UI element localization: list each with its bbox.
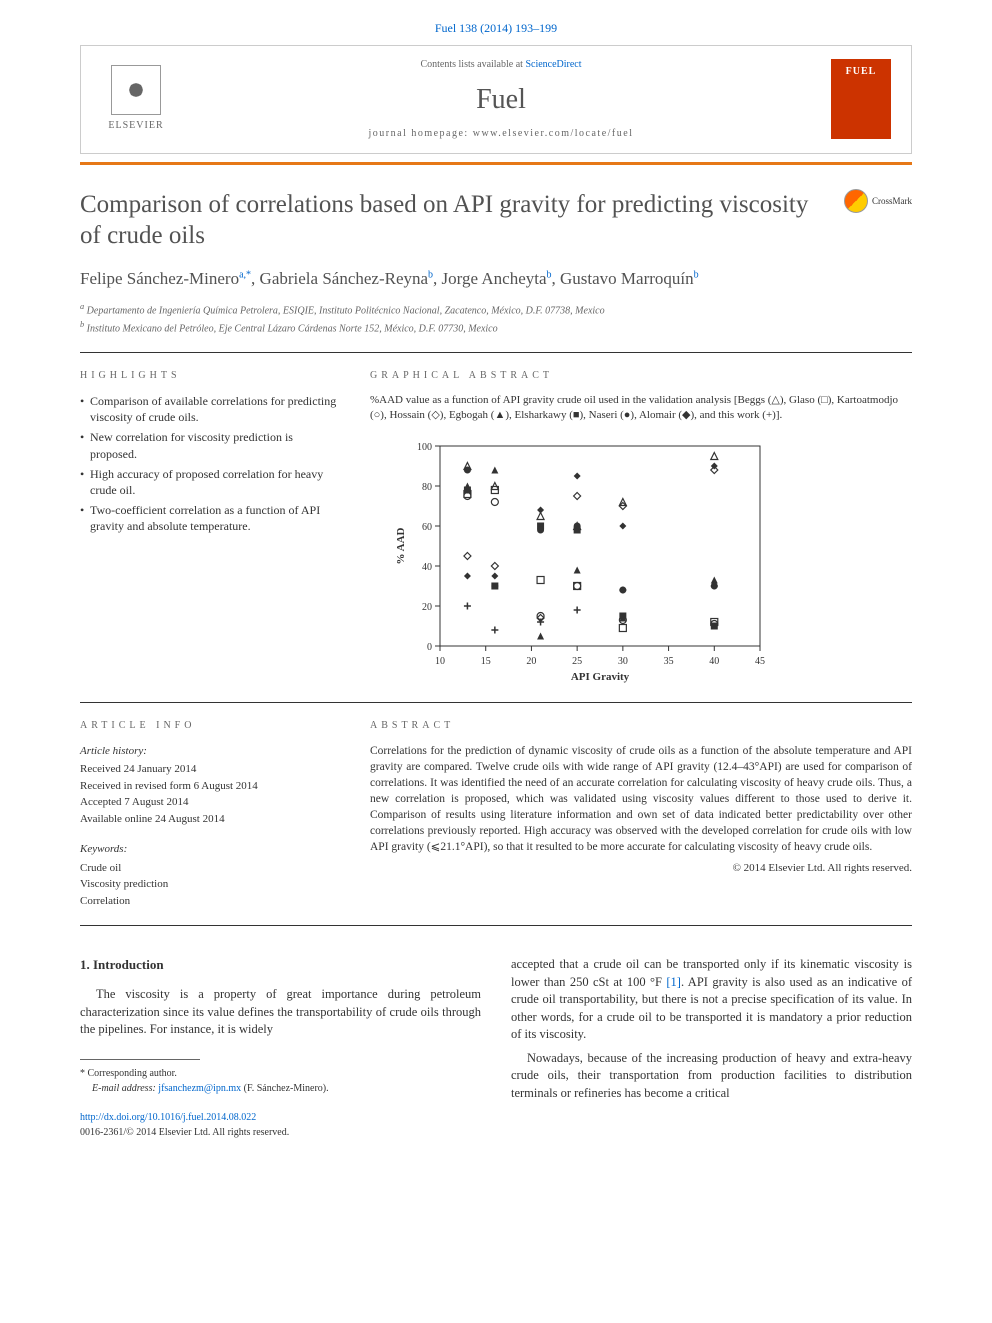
svg-text:20: 20 (422, 602, 432, 613)
email-label: E-mail address: (92, 1083, 158, 1094)
header-center: Contents lists available at ScienceDirec… (171, 58, 831, 141)
svg-text:30: 30 (618, 656, 628, 667)
homepage-url[interactable]: www.elsevier.com/locate/fuel (473, 128, 634, 139)
keyword: Crude oil (80, 860, 340, 877)
article-info-block: Article history: Received 24 January 201… (80, 743, 340, 910)
svg-text:40: 40 (422, 562, 432, 573)
online-date: Available online 24 August 2014 (80, 811, 340, 828)
footnote-block: * Corresponding author. E-mail address: … (80, 1066, 481, 1096)
citation-bar: Fuel 138 (2014) 193–199 (0, 0, 992, 45)
issn-line: 0016-2361/© 2014 Elsevier Ltd. All right… (80, 1127, 289, 1138)
affiliations: a Departamento de Ingeniería Química Pet… (80, 301, 912, 336)
email-name: (F. Sánchez-Minero). (241, 1083, 329, 1094)
footnote-divider (80, 1059, 200, 1060)
highlights-head: HIGHLIGHTS (80, 369, 340, 383)
elsevier-tree-icon (111, 65, 161, 115)
crossmark-label: CrossMark (872, 195, 912, 208)
journal-name: Fuel (171, 80, 831, 119)
svg-text:80: 80 (422, 482, 432, 493)
svg-text:60: 60 (422, 522, 432, 533)
journal-header: ELSEVIER Contents lists available at Sci… (80, 45, 912, 154)
elsevier-logo[interactable]: ELSEVIER (101, 59, 171, 139)
highlight-item: Comparison of available correlations for… (80, 393, 340, 425)
body-columns: 1. Introduction The viscosity is a prope… (80, 956, 912, 1140)
abstract-copyright: © 2014 Elsevier Ltd. All rights reserved… (370, 861, 912, 876)
abstract-head: ABSTRACT (370, 719, 912, 733)
sciencedirect-link[interactable]: ScienceDirect (525, 59, 581, 70)
introduction-head: 1. Introduction (80, 956, 481, 974)
svg-text:% AAD: % AAD (395, 527, 407, 564)
svg-text:15: 15 (481, 656, 491, 667)
doi-block: http://dx.doi.org/10.1016/j.fuel.2014.08… (80, 1110, 481, 1140)
email-link[interactable]: jfsanchezm@ipn.mx (158, 1083, 241, 1094)
highlight-item: New correlation for viscosity prediction… (80, 429, 340, 461)
crossmark-icon (844, 189, 868, 213)
body-col-left: 1. Introduction The viscosity is a prope… (80, 956, 481, 1140)
intro-p3: Nowadays, because of the increasing prod… (511, 1050, 912, 1103)
author-3[interactable]: Jorge Ancheyta (442, 269, 547, 288)
graphical-head: GRAPHICAL ABSTRACT (370, 369, 912, 383)
accepted-date: Accepted 7 August 2014 (80, 794, 340, 811)
highlights-graphical-row: HIGHLIGHTS Comparison of available corre… (80, 369, 912, 686)
svg-text:API Gravity: API Gravity (571, 671, 630, 683)
divider (80, 702, 912, 703)
svg-text:45: 45 (755, 656, 765, 667)
info-abstract-row: ARTICLE INFO Article history: Received 2… (80, 719, 912, 910)
author-4[interactable]: Gustavo Marroquín (560, 269, 694, 288)
svg-text:35: 35 (664, 656, 674, 667)
keyword: Correlation (80, 893, 340, 910)
intro-p1: The viscosity is a property of great imp… (80, 986, 481, 1039)
citation-text[interactable]: Fuel 138 (2014) 193–199 (435, 21, 557, 35)
abstract-text: Correlations for the prediction of dynam… (370, 743, 912, 856)
affiliation-a: Departamento de Ingeniería Química Petro… (87, 306, 605, 317)
cover-text: FUEL (846, 65, 877, 79)
divider (80, 352, 912, 353)
highlights-list: Comparison of available correlations for… (80, 393, 340, 535)
divider (80, 925, 912, 926)
doi-link[interactable]: http://dx.doi.org/10.1016/j.fuel.2014.08… (80, 1112, 256, 1123)
revised-date: Received in revised form 6 August 2014 (80, 778, 340, 795)
history-head: Article history: (80, 743, 340, 760)
authors-line: Felipe Sánchez-Mineroa,*, Gabriela Sánch… (80, 267, 912, 291)
author-2[interactable]: Gabriela Sánchez-Reyna (260, 269, 429, 288)
svg-text:10: 10 (435, 656, 445, 667)
crossmark-badge[interactable]: CrossMark (844, 189, 912, 213)
highlight-item: Two-coefficient correlation as a functio… (80, 502, 340, 534)
svg-text:0: 0 (427, 642, 432, 653)
keyword: Viscosity prediction (80, 876, 340, 893)
affiliation-b: Instituto Mexicano del Petróleo, Eje Cen… (87, 323, 498, 334)
article-info-head: ARTICLE INFO (80, 719, 340, 733)
svg-text:20: 20 (526, 656, 536, 667)
keywords-head: Keywords: (80, 841, 340, 858)
intro-p2: accepted that a crude oil can be transpo… (511, 956, 912, 1044)
highlight-item: High accuracy of proposed correlation fo… (80, 466, 340, 498)
svg-text:40: 40 (709, 656, 719, 667)
scatter-chart: 10 15 20 25 30 35 40 45 0 20 40 60 80 100 API Gravity%… (390, 436, 770, 686)
contents-line: Contents lists available at ScienceDirec… (171, 58, 831, 72)
corresponding-label: Corresponding author. (88, 1068, 177, 1079)
author-1[interactable]: Felipe Sánchez-Minero (80, 269, 239, 288)
ref-link-1[interactable]: [1] (666, 975, 681, 989)
title-row: Comparison of correlations based on API … (80, 189, 912, 252)
elsevier-text: ELSEVIER (108, 119, 163, 133)
svg-text:25: 25 (572, 656, 582, 667)
graphical-caption: %AAD value as a function of API gravity … (370, 393, 912, 424)
chart-svg: 10 15 20 25 30 35 40 45 0 20 40 60 80 100 API Gravity%… (390, 436, 770, 686)
homepage-line: journal homepage: www.elsevier.com/locat… (171, 127, 831, 141)
article-title: Comparison of correlations based on API … (80, 189, 824, 252)
received-date: Received 24 January 2014 (80, 761, 340, 778)
orange-divider (80, 162, 912, 165)
svg-text:100: 100 (417, 442, 432, 453)
journal-cover[interactable]: FUEL (831, 59, 891, 139)
body-col-right: accepted that a crude oil can be transpo… (511, 956, 912, 1140)
